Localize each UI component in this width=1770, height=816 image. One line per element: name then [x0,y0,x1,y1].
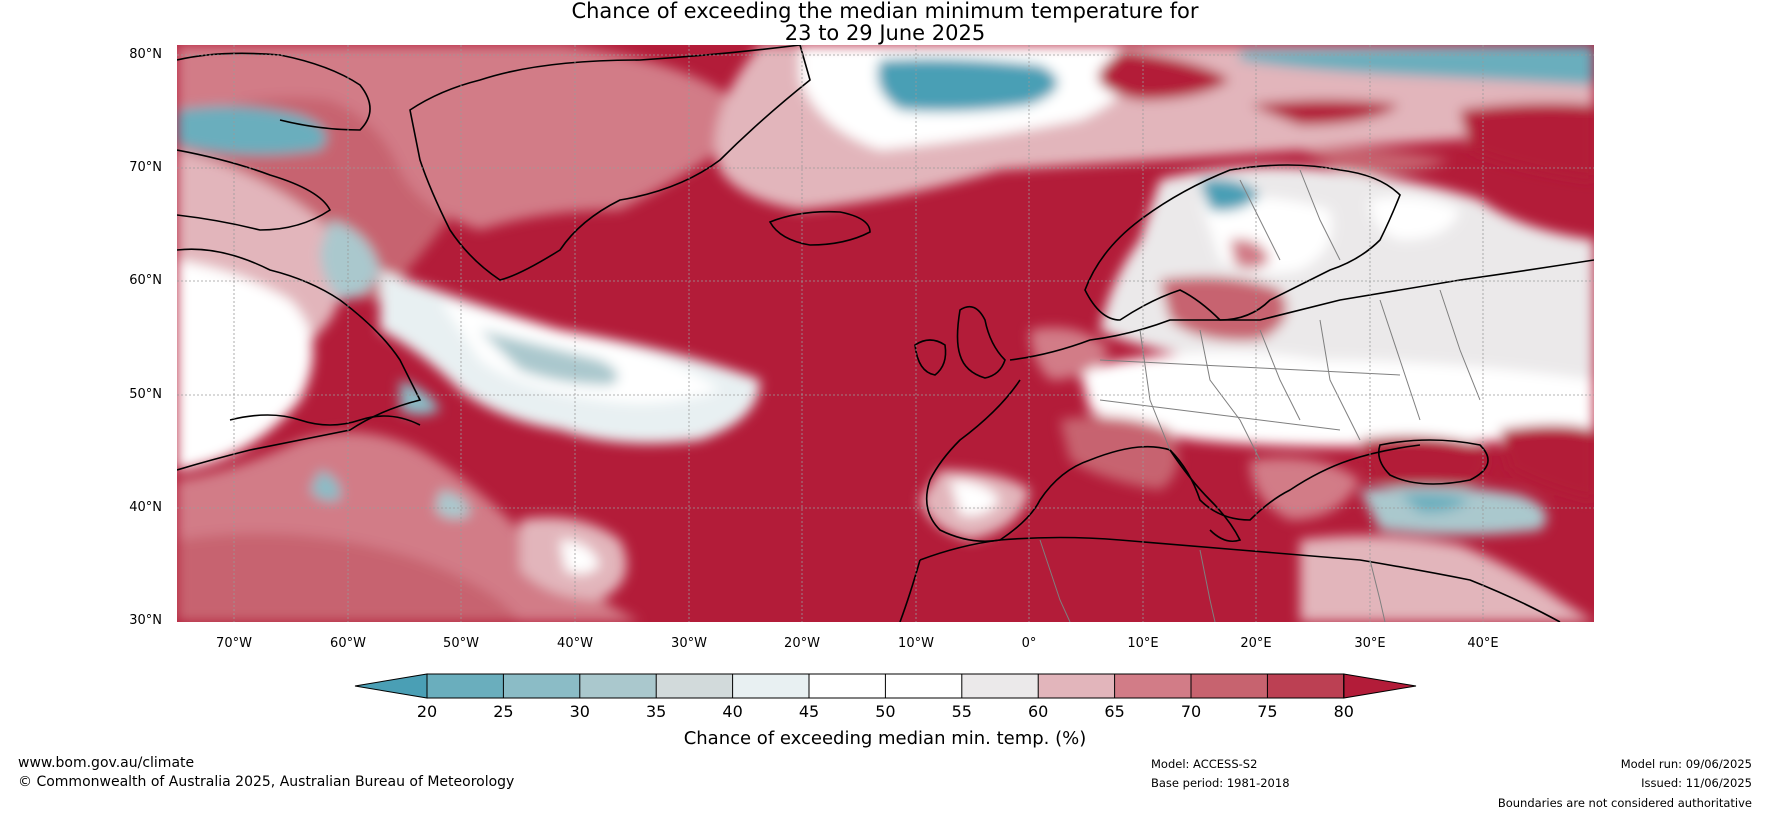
lon-label-50w: 50°W [443,636,479,651]
lat-label-40n: 40°N [129,500,162,515]
lon-label-20e: 20°E [1240,636,1272,651]
coastlines [177,45,1594,622]
graticule [177,45,1594,622]
colorbar-tick-20: 20 [416,702,438,721]
lon-label-0: 0° [1021,636,1037,651]
colorbar-band-25-30 [503,674,580,698]
lat-label-50n: 50°N [129,387,162,402]
map-field [177,45,1594,622]
colorbar-tick-75: 75 [1257,702,1278,721]
map-title-line2: 23 to 29 June 2025 [784,21,986,45]
country-borders [1039,169,1481,622]
footer-model-run: Model run: 09/06/2025 [1620,757,1752,771]
colorbar-band-30-35 [579,674,657,698]
colorbar-tick-25: 25 [493,702,514,721]
colorbar-band-60-65 [1038,674,1115,698]
colorbar-band-65-70 [1114,674,1191,698]
lat-label-80n: 80°N [129,47,162,62]
map-title-line1: Chance of exceeding the median minimum t… [571,0,1199,23]
lon-label-10w: 10°W [898,636,934,651]
colorbar-tick-30: 30 [569,702,590,721]
lat-label-30n: 30°N [129,613,162,628]
lon-label-20w: 20°W [784,636,820,651]
colorbar-upper-arrow [1343,673,1417,699]
colorbar-tick-70: 70 [1180,702,1202,721]
colorbar-tick-60: 60 [1028,702,1049,721]
lat-label-70n: 70°N [129,160,162,175]
footer-base-period: Base period: 1981-2018 [1151,776,1290,790]
colorbar-tick-55: 55 [951,702,972,721]
colorbar [354,673,1417,699]
lat-label-60n: 60°N [129,273,162,288]
lon-label-30w: 30°W [671,636,707,651]
colorbar-tick-50: 50 [875,702,896,721]
colorbar-tick-65: 65 [1104,702,1125,721]
colorbar-tick-40: 40 [722,702,743,721]
lon-label-40e: 40°E [1467,636,1499,651]
footer-issued: Issued: 11/06/2025 [1641,776,1752,790]
footer-copyright: © Commonwealth of Australia 2025, Austra… [18,774,515,790]
footer-url: www.bom.gov.au/climate [18,755,195,771]
colorbar-band-40-45 [732,674,809,698]
lon-label-70w: 70°W [216,636,252,651]
colorbar-band-20-25 [427,674,504,698]
footer-model: Model: ACCESS-S2 [1151,757,1258,771]
footer-disclaimer: Boundaries are not considered authoritat… [1497,796,1752,810]
colorbar-band-45-50 [809,674,886,698]
colorbar-band-35-40 [656,674,733,698]
lon-label-10e: 10°E [1127,636,1159,651]
colorbar-band-70-75 [1191,674,1268,698]
colorbar-tick-45: 45 [798,702,820,721]
colorbar-lower-arrow [354,673,428,699]
colorbar-band-75-80 [1267,674,1344,698]
colorbar-tick-35: 35 [646,702,667,721]
lon-label-30e: 30°E [1354,636,1386,651]
colorbar-band-55-60 [961,674,1039,698]
colorbar-tick-80: 80 [1333,702,1354,721]
colorbar-label: Chance of exceeding median min. temp. (%… [683,728,1087,749]
colorbar-band-50-55 [885,674,962,698]
lon-label-60w: 60°W [330,636,366,651]
lon-label-40w: 40°W [557,636,593,651]
